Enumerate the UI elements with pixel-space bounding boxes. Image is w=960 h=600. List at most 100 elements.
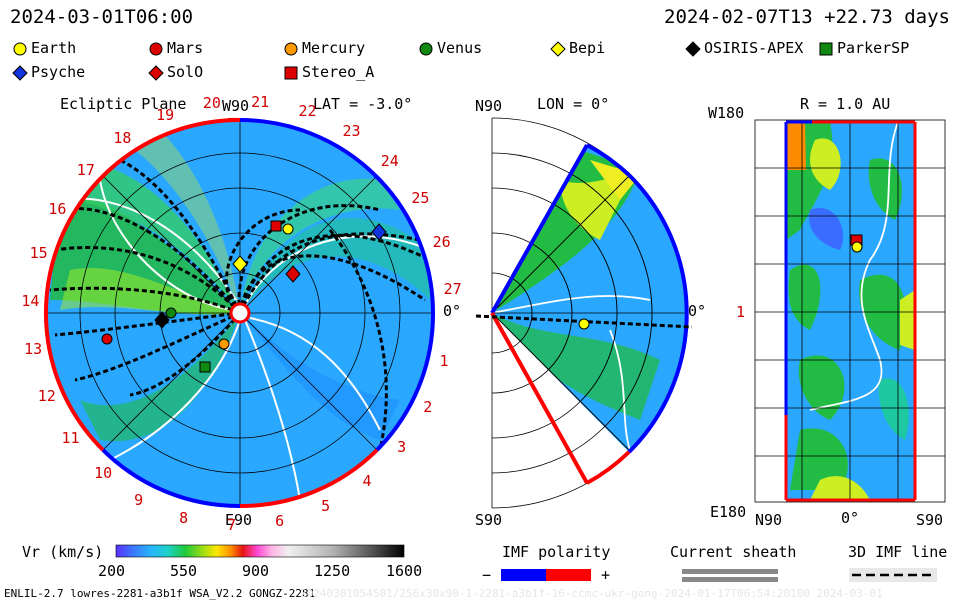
legend-item: SolO <box>148 63 203 81</box>
ecliptic-title: Ecliptic Plane <box>60 95 187 113</box>
imf-minus-label: − <box>482 566 492 584</box>
carrington-label: 13 <box>24 340 43 359</box>
legend-item: Venus <box>418 39 482 57</box>
colorbar-label: Vr (km/s) <box>22 543 104 561</box>
imf-line-title: 3D IMF line <box>848 543 948 561</box>
carrington-label: 21 <box>251 92 270 111</box>
mercury-marker <box>218 338 230 350</box>
legend-label: Psyche <box>31 63 86 81</box>
colorbar-tick-label: 550 <box>170 562 198 580</box>
legend-diamond-icon <box>685 40 701 57</box>
earth-marker <box>282 223 294 235</box>
ecliptic-plane-panel <box>43 117 436 509</box>
legend-item: Mars <box>148 39 203 57</box>
psyche-marker <box>371 223 387 241</box>
legend-item: Mercury <box>283 39 365 57</box>
legend-item: Stereo_A <box>283 63 374 81</box>
colorbar-tick-label: 900 <box>242 562 270 580</box>
ecliptic-top-label: W90 <box>222 97 250 115</box>
legend-label: Bepi <box>569 39 606 57</box>
carrington-label: 15 <box>29 244 48 263</box>
stereo-a-marker <box>270 220 282 232</box>
earth-marker-radial <box>851 241 863 253</box>
colorbar-tick-label: 200 <box>98 562 126 580</box>
meridional-right-label: 0° <box>688 302 707 320</box>
legend-label: Earth <box>31 39 77 57</box>
ecliptic-lat: LAT = -3.0° <box>313 95 413 113</box>
legend-label: SolO <box>167 63 204 81</box>
legend-label: OSIRIS-APEX <box>704 39 804 57</box>
radial-x-right: S90 <box>916 511 944 529</box>
solo-marker <box>285 265 301 283</box>
legend-circle-icon <box>284 42 298 55</box>
legend-item: Psyche <box>12 63 85 81</box>
earth-marker-meridional <box>578 318 590 330</box>
carrington-label: 11 <box>61 428 80 447</box>
model-info: ENLIL-2.7 lowres-2281-a3b1f WSA_V2.2 GON… <box>4 587 316 600</box>
legend-square-icon <box>819 42 833 55</box>
legend-item: Bepi <box>550 39 605 57</box>
carrington-label: 10 <box>94 464 113 483</box>
ecliptic-objects <box>101 220 387 373</box>
carrington-label: 17 <box>76 160 95 179</box>
meridional-lon: LON = 0° <box>537 95 610 113</box>
carrington-label: 16 <box>48 199 67 218</box>
ecliptic-bottom-label: E90 <box>225 511 253 529</box>
run-info-label: 2024-02-07T13 +22.73 days <box>664 6 950 28</box>
carrington-label: 12 <box>37 386 56 405</box>
colorbar-tick-label: 1600 <box>386 562 423 580</box>
carrington-label: 9 <box>134 491 144 510</box>
velocity-colorbar <box>115 544 405 558</box>
carrington-label: 20 <box>202 94 221 113</box>
legend-circle-icon <box>419 42 433 55</box>
current-sheath-title: Current sheath <box>670 543 797 561</box>
carrington-label: 1 <box>439 352 449 371</box>
current-sheath-swatch-2 <box>682 577 778 582</box>
radial-x-left: N90 <box>755 511 783 529</box>
carrington-label: 22 <box>298 102 317 121</box>
carrington-label: 18 <box>113 128 132 147</box>
legend-circle-icon <box>149 42 163 55</box>
imf-negative-swatch <box>501 569 546 581</box>
current-sheath-swatch <box>682 569 778 574</box>
sun-icon <box>229 302 251 324</box>
radial-slice-panel <box>754 119 946 503</box>
carrington-label: 5 <box>321 496 331 515</box>
legend-diamond-icon <box>148 64 164 81</box>
bepi-marker <box>232 255 248 273</box>
radial-top-left: W180 <box>708 104 745 122</box>
legend-label: ParkerSP <box>837 39 910 57</box>
legend-item: OSIRIS-APEX <box>685 39 803 57</box>
carrington-label: 24 <box>380 151 399 170</box>
legend-label: Stereo_A <box>302 63 375 81</box>
carrington-label: 23 <box>342 122 361 141</box>
legend-label: Mars <box>167 39 204 57</box>
venus-marker <box>165 307 177 319</box>
legend-item: Earth <box>12 39 76 57</box>
carrington-label: 19 <box>156 106 175 125</box>
datetime-label: 2024-03-01T06:00 <box>10 6 194 28</box>
run-id-watermark: 20240301054501/256x30x90-1-2281-a3b1f-16… <box>300 587 883 600</box>
colorbar-tick-label: 1250 <box>314 562 351 580</box>
legend-circle-icon <box>13 42 27 55</box>
legend-diamond-icon <box>12 64 28 81</box>
carrington-label: 14 <box>21 291 40 310</box>
carrington-label: 2 <box>423 397 433 416</box>
imf-line-swatch-bg <box>849 568 937 582</box>
legend-label: Venus <box>437 39 483 57</box>
radial-title: R = 1.0 AU <box>800 95 891 113</box>
legend-square-icon <box>284 66 298 79</box>
legend-label: Mercury <box>302 39 366 57</box>
carrington-label: 26 <box>432 232 451 251</box>
osiris-apex-marker <box>154 311 170 329</box>
meridional-bottom-label: S90 <box>475 511 503 529</box>
radial-mid-left: 1 <box>736 303 746 321</box>
imf-plus-label: + <box>601 566 611 584</box>
carrington-label: 6 <box>275 511 285 530</box>
imf-positive-swatch <box>546 569 591 581</box>
legend-item: ParkerSP <box>818 39 909 57</box>
mars-marker <box>101 333 113 345</box>
carrington-label: 8 <box>179 509 189 528</box>
legend-diamond-icon <box>550 40 566 57</box>
